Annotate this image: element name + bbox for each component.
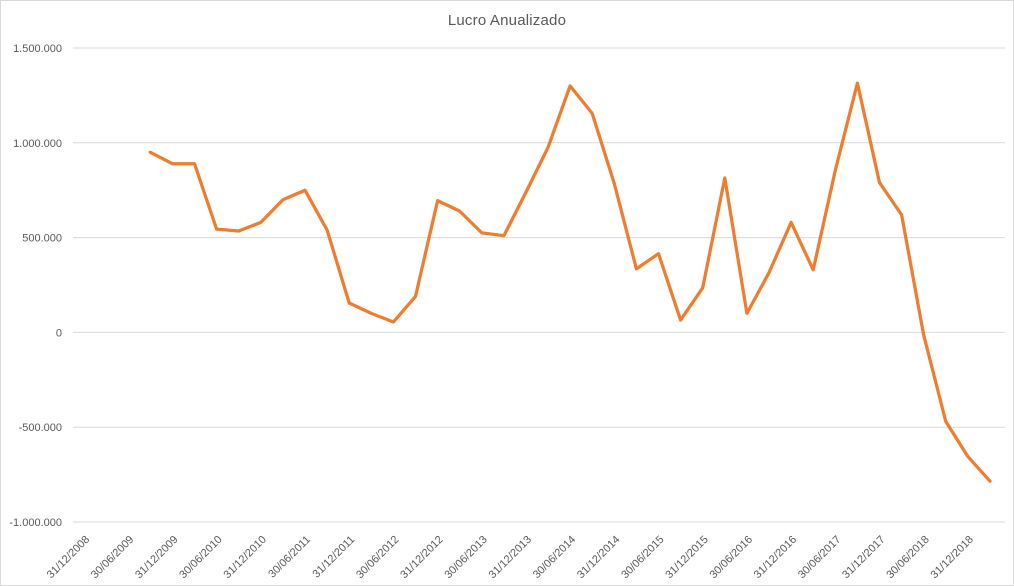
- x-axis-label: 31/12/2012: [398, 534, 445, 581]
- y-axis-label: 1.500.000: [13, 43, 62, 55]
- x-axis-label: 30/06/2017: [796, 534, 843, 581]
- x-axis-label: 30/06/2016: [708, 534, 755, 581]
- x-axis-label: 31/12/2017: [840, 534, 887, 581]
- x-axis-label: 30/06/2009: [89, 534, 136, 581]
- x-axis-label: 30/06/2014: [531, 534, 578, 581]
- y-axis-label: 0: [56, 327, 62, 339]
- x-axis-label: 31/12/2018: [929, 534, 976, 581]
- x-axis-label: 31/12/2009: [133, 534, 180, 581]
- x-axis-label: 31/12/2008: [45, 534, 92, 581]
- y-axis-label: -500.000: [19, 422, 62, 434]
- x-axis-label: 30/06/2012: [354, 534, 401, 581]
- x-axis-label: 31/12/2016: [752, 534, 799, 581]
- x-axis-label: 31/12/2014: [575, 534, 622, 581]
- series-line-lucro-anualizado: [148, 81, 992, 483]
- x-axis-label: 30/06/2015: [619, 534, 666, 581]
- x-axis-label: 31/12/2015: [663, 534, 710, 581]
- y-axis-label: -1.000.000: [9, 517, 62, 529]
- x-axis-label: 30/06/2018: [884, 534, 931, 581]
- y-axis-label: 500.000: [22, 233, 62, 245]
- y-axis-label: 1.000.000: [13, 138, 62, 150]
- x-axis-label: 30/06/2011: [266, 534, 313, 581]
- x-axis-label: 31/12/2013: [487, 534, 534, 581]
- x-axis-label: 31/12/2011: [310, 534, 357, 581]
- chart-title: Lucro Anualizado: [447, 12, 567, 29]
- x-axis-label: 31/12/2010: [222, 534, 269, 581]
- x-axis-label: 30/06/2010: [177, 534, 224, 581]
- x-axis-label: 30/06/2013: [442, 534, 489, 581]
